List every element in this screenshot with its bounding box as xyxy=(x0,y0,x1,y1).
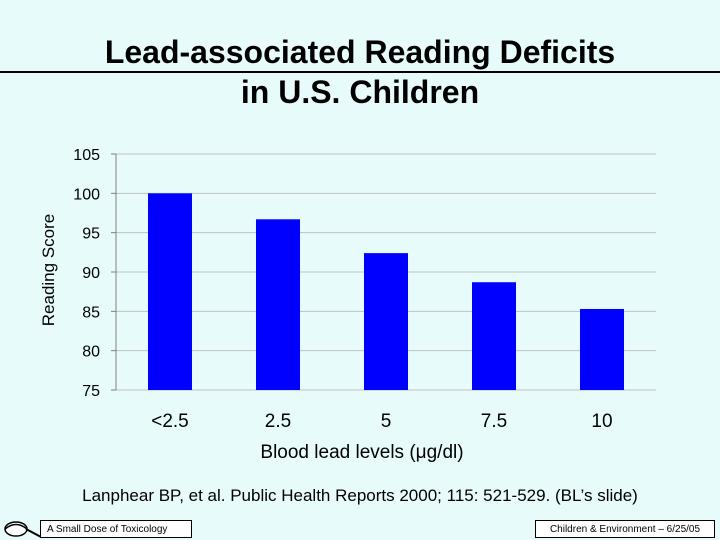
x-tick-label: 7.5 xyxy=(481,411,507,432)
y-tick-label: 80 xyxy=(82,344,100,361)
x-tick-label: 10 xyxy=(591,411,612,432)
y-tick-label: 75 xyxy=(82,383,100,400)
x-tick-labels: <2.5 2.5 5 7.5 10 xyxy=(151,411,612,432)
footer-date-label: Children & Environment – 6/25/05 xyxy=(535,520,715,538)
citation: Lanphear BP, et al. Public Health Report… xyxy=(82,486,638,505)
title-line-1: Lead-associated Reading Deficits xyxy=(104,34,616,70)
bar xyxy=(364,253,408,390)
bar xyxy=(256,219,300,390)
slide-title: Lead-associated Reading Deficits in U.S.… xyxy=(0,32,720,112)
x-tick-label: <2.5 xyxy=(151,411,189,432)
y-tick-labels: 105 100 95 90 85 80 75 xyxy=(73,147,100,400)
y-tick-label: 100 xyxy=(73,186,100,203)
y-tick-label: 90 xyxy=(82,265,100,282)
y-tick-label: 85 xyxy=(82,304,100,321)
bar xyxy=(580,308,624,390)
bar xyxy=(472,282,516,390)
x-tick-label: 5 xyxy=(381,411,392,432)
y-tick-label: 95 xyxy=(82,226,100,243)
y-axis-label: Reading Score xyxy=(39,214,58,326)
bars xyxy=(148,193,624,390)
x-axis-label: Blood lead levels (μg/dl) xyxy=(260,442,463,463)
title-divider xyxy=(0,71,720,73)
title-line-2: in U.S. Children xyxy=(240,74,480,110)
footer-course-label: A Small Dose of Toxicology xyxy=(40,520,192,538)
bar-chart: 105 100 95 90 85 80 75 <2.5 2.5 5 7.5 10 Blood lea… xyxy=(39,147,656,463)
x-tick-label: 2.5 xyxy=(265,411,291,432)
y-tick-label: 105 xyxy=(73,147,100,164)
bar xyxy=(148,193,192,390)
toxicology-logo-icon xyxy=(4,521,42,538)
